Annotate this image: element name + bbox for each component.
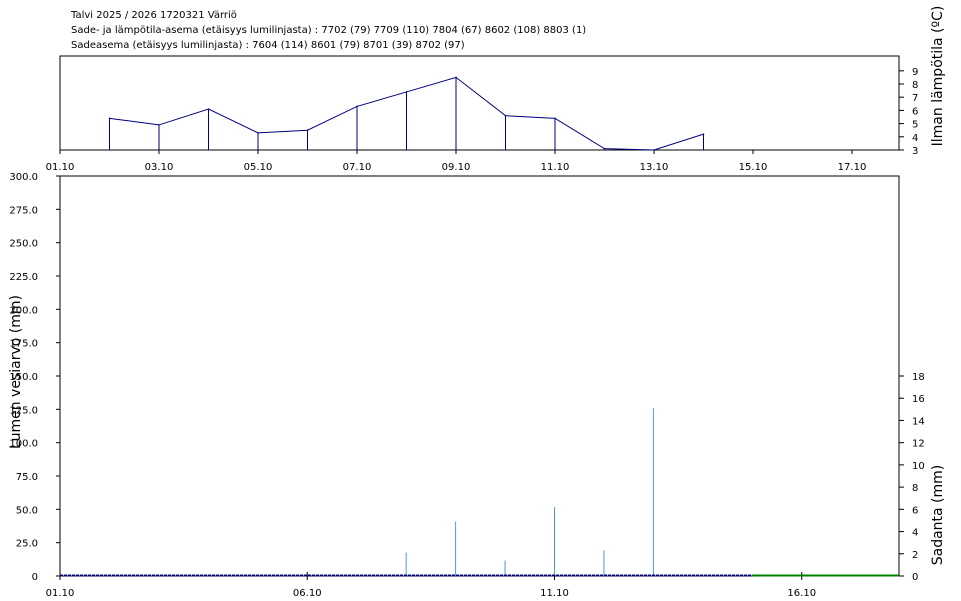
temperature-y-tick-label: 9 bbox=[912, 67, 918, 78]
snow-y-tick-label: 150.0 bbox=[9, 372, 38, 383]
snow-y-tick-label: 250.0 bbox=[9, 239, 38, 250]
chart-header: Talvi 2025 / 2026 1720321 Värriö Sade- j… bbox=[71, 8, 586, 53]
precip-y-tick-label: 0 bbox=[912, 572, 918, 583]
snow-y-tick-label: 75.0 bbox=[16, 472, 38, 483]
temperature-line bbox=[109, 76, 704, 151]
snow-y-tick-label: 50.0 bbox=[16, 505, 38, 516]
snow-y-tick-label: 175.0 bbox=[9, 339, 38, 350]
snow-y-tick-label: 100.0 bbox=[9, 439, 38, 450]
snow-y-tick-label: 25.0 bbox=[16, 539, 38, 550]
temperature-plot-frame bbox=[59, 55, 900, 151]
temperature-x-tick-label: 13.10 bbox=[640, 162, 669, 173]
snow-y-tick-label: 125.0 bbox=[9, 405, 38, 416]
precip-y-tick-label: 18 bbox=[912, 372, 925, 383]
snow-y-tick-label: 300.0 bbox=[9, 172, 38, 183]
snow-y-tick-label: 275.0 bbox=[9, 205, 38, 216]
precip-y-tick-label: 6 bbox=[912, 505, 918, 516]
temperature-y-tick-label: 4 bbox=[912, 133, 918, 144]
precip-y-tick-label: 8 bbox=[912, 483, 918, 494]
snow-y-axis-label: Lumen vesiarvo (mm) bbox=[8, 295, 24, 449]
temperature-x-tick-label: 11.10 bbox=[541, 162, 570, 173]
temperature-y-tick-label: 6 bbox=[912, 106, 918, 117]
temperature-y-axis-label: Ilman lämpötila (ºC) bbox=[930, 6, 946, 147]
temperature-chart: 01.10 03.10 05.10 07.10 09.10 11.10 13.10 15.10… bbox=[46, 6, 946, 173]
temperature-x-tick-label: 07.10 bbox=[343, 162, 372, 173]
precip-y-tick-label: 16 bbox=[912, 394, 925, 405]
precip-y-tick-label: 4 bbox=[912, 528, 918, 539]
snow-x-tick-label: 11.10 bbox=[540, 588, 569, 599]
temperature-y-tick-label: 7 bbox=[912, 93, 918, 104]
snow-y-tick-label: 225.0 bbox=[9, 272, 38, 283]
precip-y-tick-label: 14 bbox=[912, 416, 925, 427]
temperature-y-tick-label: 8 bbox=[912, 80, 918, 91]
temperature-x-tick-label: 17.10 bbox=[838, 162, 867, 173]
snow-plot-frame bbox=[59, 175, 900, 577]
precip-y-tick-label: 10 bbox=[912, 461, 925, 472]
temperature-x-tick-label: 15.10 bbox=[739, 162, 768, 173]
temperature-x-tick-label: 05.10 bbox=[244, 162, 273, 173]
snow-y-tick-label: 0 bbox=[32, 572, 38, 583]
temperature-x-tick-label: 09.10 bbox=[442, 162, 471, 173]
snow-y-tick-label: 200.0 bbox=[9, 305, 38, 316]
season-title: Talvi 2025 / 2026 1720321 Värriö bbox=[71, 10, 237, 21]
snow-x-tick-label: 01.10 bbox=[46, 588, 75, 599]
temperature-y-tick-label: 5 bbox=[912, 120, 918, 131]
temperature-x-tick-label: 01.10 bbox=[46, 162, 75, 173]
station-line-rain-temp: Sade- ja lämpötila-asema (etäisyys lumil… bbox=[71, 25, 587, 36]
temperature-x-tick-label: 03.10 bbox=[145, 162, 174, 173]
temperature-y-tick-label: 3 bbox=[912, 146, 918, 157]
precip-y-tick-label: 2 bbox=[912, 550, 918, 561]
precip-y-axis-label: Sadanta (mm) bbox=[930, 465, 946, 566]
station-line-rain: Sadeasema (etäisyys lumilinjasta) : 7604… bbox=[71, 40, 465, 51]
precip-y-tick-label: 12 bbox=[912, 439, 925, 450]
snow-x-tick-label: 16.10 bbox=[787, 588, 816, 599]
snow-x-tick-label: 06.10 bbox=[293, 588, 322, 599]
snow-precipitation-chart: 025.050.075.0100.0125.0150.0175.0200.022… bbox=[8, 172, 946, 599]
